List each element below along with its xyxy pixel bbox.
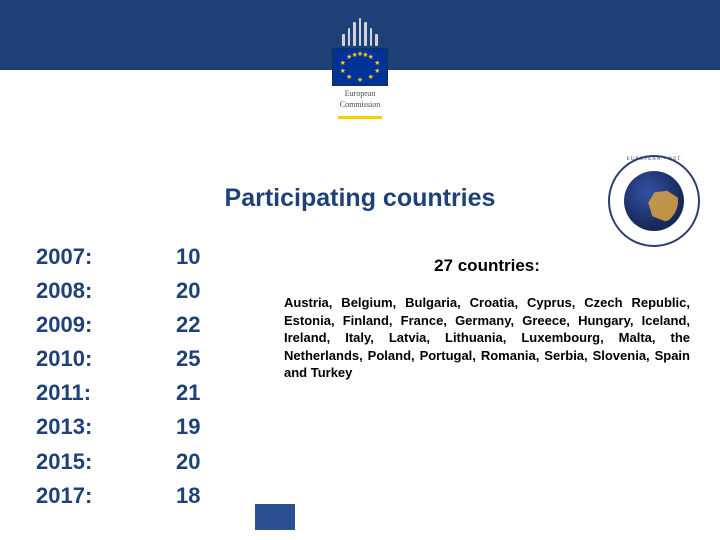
logo-text-line2: Commission	[315, 101, 405, 110]
year-value: 10	[176, 240, 266, 274]
year-label: 2015:	[36, 445, 176, 479]
year-label: 2009:	[36, 308, 176, 342]
year-label: 2017:	[36, 479, 176, 513]
years-column: 2007:2008:2009:2010:2011:2013:2015:2017:	[36, 240, 176, 513]
countries-count-heading: 27 countries:	[284, 256, 690, 276]
values-column: 1020222521192018	[176, 240, 266, 513]
year-value: 25	[176, 342, 266, 376]
logo-underline	[338, 116, 382, 119]
page-title: Participating countries	[0, 184, 720, 213]
year-value: 18	[176, 479, 266, 513]
year-value: 21	[176, 376, 266, 410]
year-value: 20	[176, 445, 266, 479]
content-area: 2007:2008:2009:2010:2011:2013:2015:2017:…	[36, 240, 690, 513]
eu-flag-icon: ★ ★ ★ ★ ★ ★ ★ ★ ★ ★ ★ ★	[332, 48, 388, 86]
year-value: 22	[176, 308, 266, 342]
year-label: 2008:	[36, 274, 176, 308]
year-label: 2010:	[36, 342, 176, 376]
european-commission-logo: ★ ★ ★ ★ ★ ★ ★ ★ ★ ★ ★ ★ European Commiss…	[315, 18, 405, 158]
year-label: 2007:	[36, 240, 176, 274]
year-value: 20	[176, 274, 266, 308]
footer-flag-icon	[255, 504, 295, 530]
logo-text-line1: European	[315, 90, 405, 99]
countries-list-text: Austria, Belgium, Bulgaria, Croatia, Cyp…	[284, 294, 690, 382]
year-label: 2011:	[36, 376, 176, 410]
year-label: 2013:	[36, 410, 176, 444]
logo-stripes-icon	[342, 18, 378, 46]
year-value: 19	[176, 410, 266, 444]
countries-column: 27 countries: Austria, Belgium, Bulgaria…	[266, 240, 690, 513]
